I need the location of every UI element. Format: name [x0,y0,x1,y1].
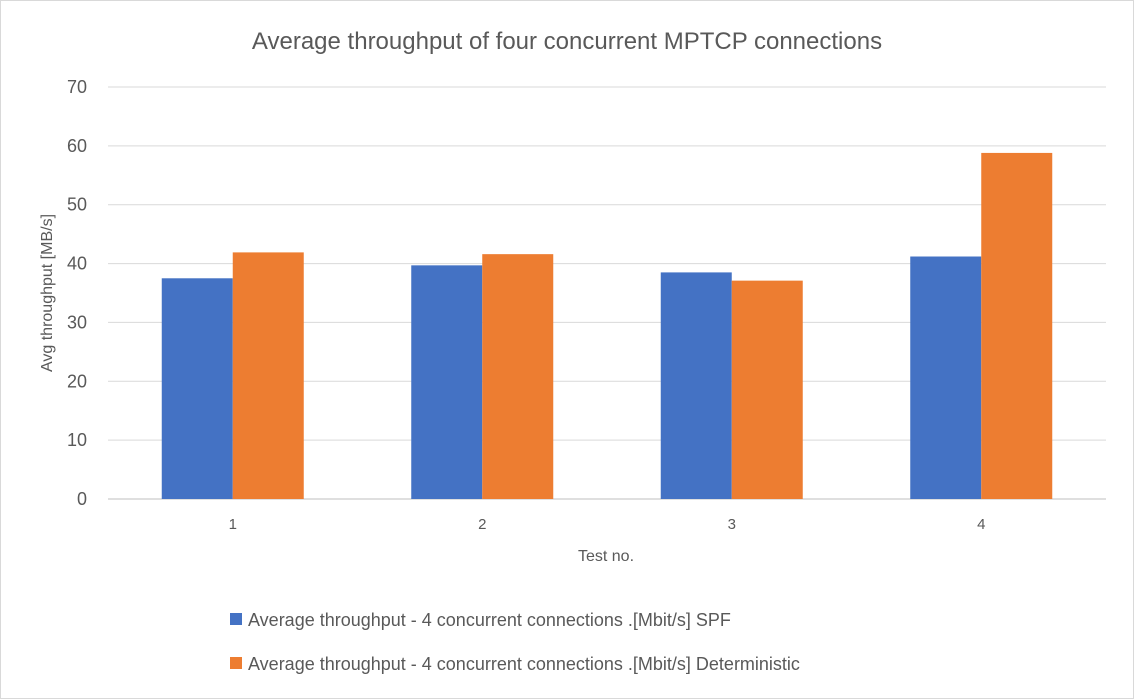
bar-spf [161,278,233,499]
x-tick-label: 2 [478,516,486,533]
y-tick-label: 60 [67,136,87,156]
y-tick-label: 20 [67,371,87,391]
y-tick-label: 70 [67,77,87,97]
x-tick-label: 3 [728,516,736,533]
bar-spf [411,265,483,499]
y-tick-label: 40 [67,254,87,274]
y-tick-label: 0 [77,489,87,509]
bar-deterministic [731,280,803,499]
x-axis-label: Test no. [578,548,634,565]
legend-label: Average throughput - 4 concurrent connec… [248,654,800,674]
x-tick-label: 1 [229,516,237,533]
bar-deterministic [981,152,1053,500]
legend-label: Average throughput - 4 concurrent connec… [248,610,731,630]
legend-swatch [230,657,242,669]
bar-spf [660,272,732,499]
y-tick-label: 30 [67,312,87,332]
legend-swatch [230,613,242,625]
y-tick-label: 10 [67,430,87,450]
chart-title: Average throughput of four concurrent MP… [252,28,882,55]
y-tick-label: 50 [67,195,87,215]
x-axis-ticks: 1 2 3 4 [229,516,986,533]
bar-deterministic [232,252,304,499]
y-axis-label: Avg throughput [MB/s] [39,214,56,372]
bar-deterministic [482,254,554,499]
bars [161,152,1053,500]
legend: Average throughput - 4 concurrent connec… [230,610,800,674]
y-axis-ticks: 0 10 20 30 40 50 60 70 [67,77,87,509]
x-tick-label: 4 [977,516,985,533]
bar-spf [910,256,982,499]
